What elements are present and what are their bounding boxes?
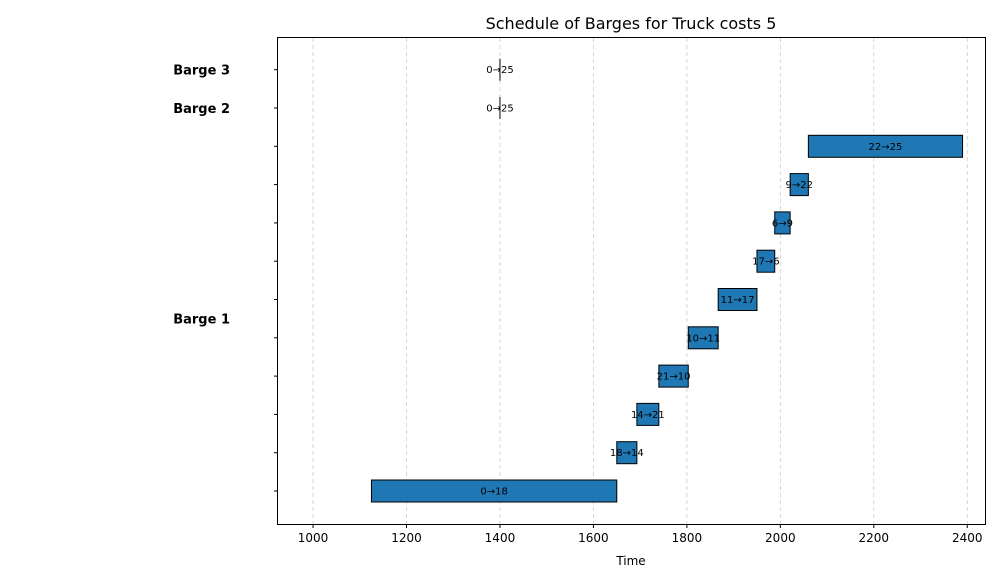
schedule-bar: [636, 402, 660, 426]
bar-label: 9→22: [786, 180, 813, 191]
barge-label: Barge 2: [173, 102, 230, 117]
schedule-bar: [789, 173, 809, 197]
bar-label: 17→6: [752, 257, 779, 268]
x-tick-label: 1600: [578, 531, 609, 545]
plot-frame: [277, 37, 986, 525]
x-tick-label: 1800: [672, 531, 703, 545]
bar-label: 22→25: [869, 142, 903, 153]
schedule-bar: [658, 364, 689, 388]
schedule-bar: [687, 326, 719, 350]
y-axis: Barge 3 Barge 2 Barge 1: [173, 64, 278, 492]
x-axis: 1000 1200 1400 1600 1800 2000 2200 2400: [298, 524, 983, 545]
bars-layer: 0→18 18→14 14→21 21→10 10→11 11→17 17→6 6→9 9→22…: [370, 58, 964, 503]
schedule-bar: [370, 479, 618, 503]
bar-label: 11→17: [721, 295, 755, 306]
bar-label: 6→9: [772, 218, 793, 229]
x-axis-label: Time: [615, 554, 645, 568]
bar-label: 21→10: [657, 372, 691, 383]
schedule-bar: [807, 134, 964, 158]
bar-label: 0→25: [486, 65, 513, 76]
bar-label: 0→18: [480, 487, 507, 498]
bar-label: 10→11: [686, 333, 720, 344]
barge-label: Barge 1: [173, 313, 230, 328]
schedule-bar: [616, 441, 638, 465]
x-tick-label: 2400: [952, 531, 983, 545]
x-tick-label: 2200: [859, 531, 890, 545]
bar-label: 14→21: [631, 410, 665, 421]
chart-title: Schedule of Barges for Truck costs 5: [486, 14, 777, 33]
schedule-bar: [774, 211, 791, 235]
schedule-bar: [756, 249, 776, 273]
x-tick-label: 2000: [765, 531, 796, 545]
x-tick-label: 1400: [485, 531, 516, 545]
bar-label: 0→25: [486, 104, 513, 115]
bar-label: 18→14: [610, 448, 644, 459]
schedule-bar: [717, 288, 758, 311]
x-tick-label: 1200: [391, 531, 422, 545]
x-tick-label: 1000: [298, 531, 329, 545]
barge-label: Barge 3: [173, 64, 230, 79]
